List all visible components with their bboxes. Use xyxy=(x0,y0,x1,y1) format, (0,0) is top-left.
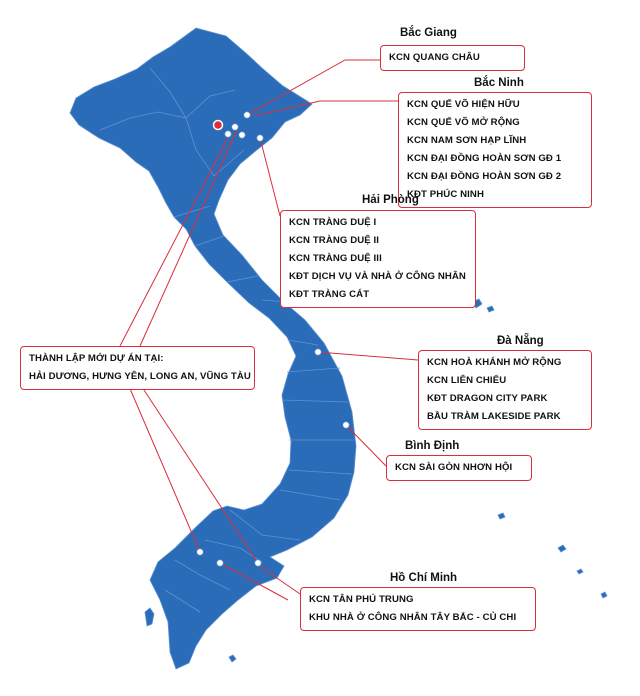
connector-new-2 xyxy=(139,129,238,347)
province-boundaries xyxy=(99,67,354,613)
truong-sa-islands-3 xyxy=(576,568,584,575)
list-item: KCN SÀI GÒN NHƠN HỘI xyxy=(395,462,513,473)
location-markers xyxy=(196,111,350,567)
list-item: KCN ĐẠI ĐỒNG HOÀN SƠN GĐ 2 xyxy=(407,171,562,182)
truong-sa-islands-4 xyxy=(600,591,608,599)
marker-da-nang xyxy=(314,348,322,356)
capital-marker xyxy=(212,119,224,131)
connector-lines xyxy=(119,59,419,601)
list-item: KĐT DRAGON CITY PARK xyxy=(427,393,548,404)
box-ho-chi-minh: KCN TÂN PHÚ TRUNG KHU NHÀ Ở CÔNG NHÂN TÂ… xyxy=(300,587,536,631)
connector-hai-phong xyxy=(259,137,281,217)
list-item: KCN HOÀ KHÁNH MỞ RỘNG xyxy=(427,357,562,368)
list-item: HẢI DƯƠNG, HƯNG YÊN, LONG AN, VŨNG TÀU xyxy=(29,371,251,382)
marker-bac-giang xyxy=(243,111,251,119)
region-title-da-nang: Đà Nẵng xyxy=(497,335,544,347)
list-item: KCN TRÀNG DUỆ II xyxy=(289,235,380,246)
marker-bac-ninh xyxy=(231,123,239,131)
list-item: KCN QUẾ VÕ MỞ RỘNG xyxy=(407,117,520,128)
region-title-ho-chi-minh: Hồ Chí Minh xyxy=(390,572,458,584)
list-item: BẦU TRÀM LAKESIDE PARK xyxy=(427,411,561,422)
list-item: KHU NHÀ Ở CÔNG NHÂN TÂY BẮC - CỦ CHI xyxy=(309,612,517,623)
box-hai-phong: KCN TRÀNG DUỆ I KCN TRÀNG DUỆ II KCN TRÀ… xyxy=(280,210,476,308)
connector-bac-giang xyxy=(246,59,380,116)
marker-long-an xyxy=(196,548,204,556)
connector-new-4 xyxy=(139,383,259,564)
connector-new-1 xyxy=(119,133,231,347)
region-title-hai-phong: Hải Phòng xyxy=(362,194,419,206)
list-item: KĐT DỊCH VỤ VÀ NHÀ Ở CÔNG NHÂN xyxy=(289,271,466,282)
connector-hcm-2 xyxy=(219,562,289,601)
list-item: KCN QUẾ VÕ HIỆN HỮU xyxy=(407,99,520,110)
marker-binh-dinh xyxy=(342,421,350,429)
region-title-bac-giang: Bắc Giang xyxy=(400,27,457,39)
marker-hai-duong xyxy=(238,131,246,139)
connector-bac-ninh xyxy=(253,100,398,117)
truong-sa-islands-2 xyxy=(557,544,567,553)
marker-hcm xyxy=(216,559,224,567)
marker-hung-yen xyxy=(224,130,232,138)
con-dao-island xyxy=(228,654,237,663)
connector-new-3 xyxy=(127,383,201,553)
box-da-nang: KCN HOÀ KHÁNH MỞ RỘNG KCN LIÊN CHIỂU KĐT… xyxy=(418,350,592,430)
list-item: KCN LIÊN CHIỂU xyxy=(427,375,507,386)
phu-quoc-island xyxy=(144,607,155,627)
list-item: KĐT PHÚC NINH xyxy=(407,189,484,200)
box-bac-ninh: KCN QUẾ VÕ HIỆN HỮU KCN QUẾ VÕ MỞ RỘNG K… xyxy=(398,92,592,208)
box-binh-dinh: KCN SÀI GÒN NHƠN HỘI xyxy=(386,455,532,481)
list-item: KCN TÂN PHÚ TRUNG xyxy=(309,594,414,605)
hoang-sa-islands-2 xyxy=(486,305,495,313)
marker-vung-tau xyxy=(254,559,262,567)
truong-sa-islands-1 xyxy=(497,512,506,520)
box-bac-giang: KCN QUANG CHÂU xyxy=(380,45,525,71)
box-new-projects: THÀNH LẬP MỚI DỰ ÁN TẠI: HẢI DƯƠNG, HƯNG… xyxy=(20,346,255,390)
marker-hai-phong xyxy=(256,134,264,142)
connector-binh-dinh xyxy=(345,424,387,467)
list-item: THÀNH LẬP MỚI DỰ ÁN TẠI: xyxy=(29,353,164,364)
list-item: KCN NAM SƠN HẠP LĨNH xyxy=(407,135,527,146)
connector-da-nang xyxy=(317,351,419,361)
list-item: KCN ĐẠI ĐỒNG HOÀN SƠN GĐ 1 xyxy=(407,153,562,164)
vietnam-mainland xyxy=(69,27,357,670)
connector-hcm-1 xyxy=(257,564,301,595)
list-item: KCN TRÀNG DUỆ I xyxy=(289,217,377,228)
region-title-binh-dinh: Bình Định xyxy=(405,440,460,452)
list-item: KĐT TRÀNG CÁT xyxy=(289,289,370,300)
list-item: KCN QUANG CHÂU xyxy=(389,52,480,63)
region-title-bac-ninh: Bắc Ninh xyxy=(474,77,524,89)
list-item: KCN TRÀNG DUỆ III xyxy=(289,253,382,264)
